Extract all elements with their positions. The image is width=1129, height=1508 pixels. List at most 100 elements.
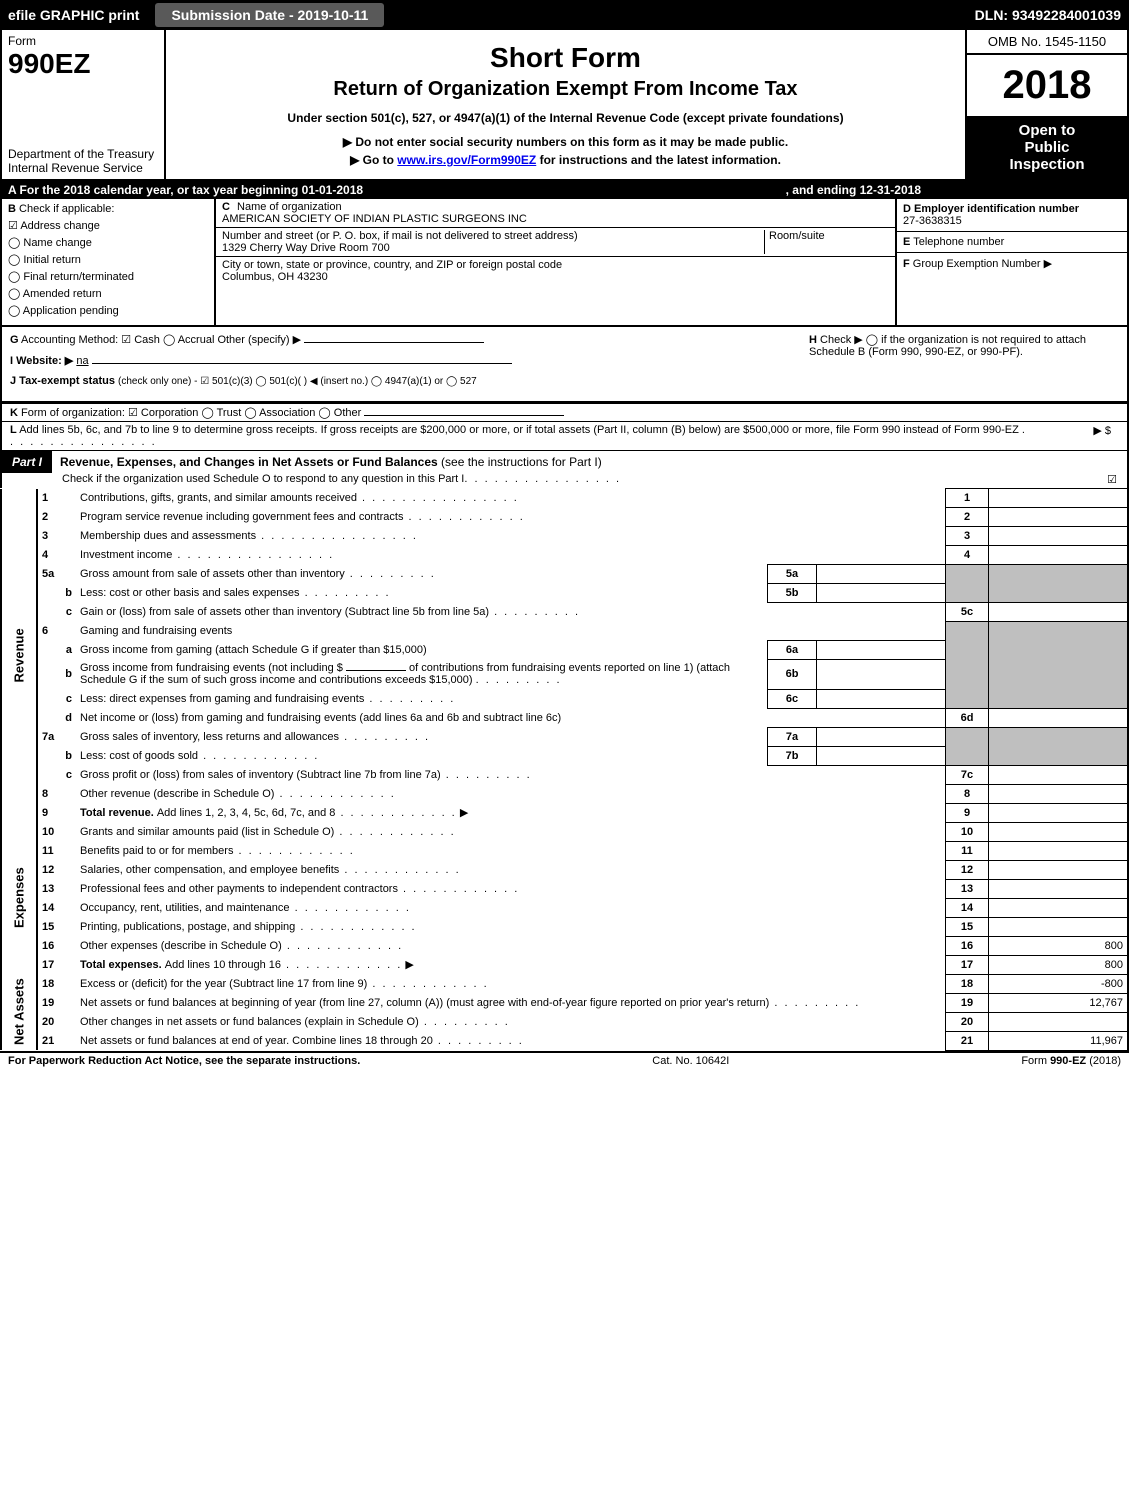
box-9: 9 [946, 803, 989, 822]
netassets-side-label: Net Assets [1, 974, 37, 1050]
g-input[interactable] [304, 342, 484, 343]
l5c-text: Gain or (loss) from sale of assets other… [80, 606, 489, 618]
f-label: F [903, 258, 910, 270]
l13-text: Professional fees and other payments to … [80, 883, 398, 895]
val-12 [989, 860, 1129, 879]
val-3 [989, 527, 1129, 546]
final-return: Final return/terminated [23, 271, 134, 283]
box-17: 17 [946, 955, 989, 974]
grey-val-5 [989, 565, 1129, 603]
box-2: 2 [946, 508, 989, 527]
part1-header: Part I Revenue, Expenses, and Changes in… [0, 450, 1129, 473]
val-16: 800 [989, 936, 1129, 955]
city-label: City or town, state or province, country… [222, 259, 562, 271]
l9-dots [335, 807, 456, 819]
ln-3: 3 [37, 527, 76, 546]
inner-val-6a [817, 640, 946, 659]
inner-5a: 5a [768, 565, 817, 584]
l19-desc: Net assets or fund balances at beginning… [76, 993, 946, 1012]
l3-desc: Membership dues and assessments [76, 527, 946, 546]
ein-value: 27-3638315 [903, 215, 962, 227]
val-18: -800 [989, 974, 1129, 993]
check-if-label: Check if applicable: [19, 203, 114, 215]
irs-link[interactable]: www.irs.gov/Form990EZ [397, 153, 536, 167]
ln-15: 15 [37, 917, 76, 936]
org-name: AMERICAN SOCIETY OF INDIAN PLASTIC SURGE… [222, 213, 527, 225]
cat-no: Cat. No. 10642I [652, 1055, 729, 1067]
l7b-desc: Less: cost of goods sold [76, 746, 768, 765]
l6a-desc: Gross income from gaming (attach Schedul… [76, 640, 768, 659]
inner-val-7b [817, 746, 946, 765]
l4-desc: Investment income [76, 546, 946, 565]
name-change: Name change [23, 237, 92, 249]
k-label: K [10, 407, 18, 419]
lines-table: Revenue 1 Contributions, gifts, grants, … [0, 488, 1129, 1051]
j-text: (check only one) - ☑ 501(c)(3) ◯ 501(c)(… [118, 376, 477, 387]
l5c-desc: Gain or (loss) from sale of assets other… [76, 603, 946, 622]
open-to: Open to [973, 122, 1121, 139]
k-other-input[interactable] [364, 415, 564, 416]
dept-treasury: Department of the Treasury Internal Reve… [8, 147, 158, 175]
expenses-side-label: Expenses [1, 822, 37, 974]
revenue-side-label: Revenue [1, 489, 37, 823]
box-15: 15 [946, 917, 989, 936]
city-value: Columbus, OH 43230 [222, 271, 328, 283]
pending-check-icon[interactable]: ◯ [8, 305, 20, 317]
ln-21: 21 [37, 1031, 76, 1050]
b-right: D Employer identification number 27-3638… [895, 199, 1127, 325]
e-tel-label: Telephone number [913, 236, 1004, 248]
val-20 [989, 1012, 1129, 1031]
l1-desc: Contributions, gifts, grants, and simila… [76, 489, 946, 508]
val-14 [989, 898, 1129, 917]
initial-check-icon[interactable]: ◯ [8, 254, 20, 266]
l12-dots [339, 864, 460, 876]
inner-6b: 6b [768, 659, 817, 689]
l14-dots [290, 902, 411, 914]
l6b-desc: Gross income from fundraising events (no… [76, 659, 768, 689]
footer-bold: 990-EZ [1050, 1055, 1086, 1067]
ln-19: 19 [37, 993, 76, 1012]
ln-6a: a [37, 640, 76, 659]
l2-text: Program service revenue including govern… [80, 511, 403, 523]
f-group-cell: F Group Exemption Number ▶ [897, 253, 1127, 274]
box-3: 3 [946, 527, 989, 546]
name-check-icon[interactable]: ◯ [8, 237, 20, 249]
g-right: H Check ▶ ◯ if the organization is not r… [809, 333, 1119, 395]
ln-10: 10 [37, 822, 76, 841]
website-value: na [76, 355, 88, 367]
l7b-text: Less: cost of goods sold [80, 750, 198, 762]
part1-sub-text: Check if the organization used Schedule … [62, 473, 464, 486]
amended-check-icon[interactable]: ◯ [8, 288, 20, 300]
ln-4: 4 [37, 546, 76, 565]
section-b: B Check if applicable: ☑ Address change … [0, 199, 1129, 327]
final-check-icon[interactable]: ◯ [8, 271, 20, 283]
l6c-desc: Less: direct expenses from gaming and fu… [76, 689, 768, 708]
initial-return: Initial return [23, 254, 80, 266]
inner-val-6c [817, 689, 946, 708]
part1-sub: Check if the organization used Schedule … [0, 473, 1129, 488]
ln-2: 2 [37, 508, 76, 527]
l9-desc: Total revenue. Add lines 1, 2, 3, 4, 5c,… [76, 803, 946, 822]
dept-line2: Internal Revenue Service [8, 161, 143, 175]
part1-checkbox[interactable]: ☑ [1107, 473, 1117, 486]
grey-6 [946, 622, 989, 709]
website-line [92, 363, 512, 364]
l2-dots [403, 511, 524, 523]
l11-desc: Benefits paid to or for members [76, 841, 946, 860]
grey-5 [946, 565, 989, 603]
l6b-amount-input[interactable] [346, 670, 406, 671]
l5c-dots [489, 606, 580, 618]
goto-line: ▶ Go to www.irs.gov/Form990EZ for instru… [174, 153, 957, 167]
l5b-desc: Less: cost or other basis and sales expe… [76, 584, 768, 603]
ln-12: 12 [37, 860, 76, 879]
section-a-line: A For the 2018 calendar year, or tax yea… [0, 181, 1129, 199]
g-accounting: Accounting Method: ☑ Cash ◯ Accrual Othe… [21, 334, 301, 346]
addr-change: Address change [20, 220, 100, 232]
l17-rest: Add lines 10 through 16 [165, 959, 281, 971]
l16-desc: Other expenses (describe in Schedule O) [76, 936, 946, 955]
footer-left: For Paperwork Reduction Act Notice, see … [8, 1055, 360, 1067]
l20-desc: Other changes in net assets or fund bala… [76, 1012, 946, 1031]
ln-5c: c [37, 603, 76, 622]
addr-check-icon[interactable]: ☑ [8, 220, 18, 232]
val-1 [989, 489, 1129, 508]
